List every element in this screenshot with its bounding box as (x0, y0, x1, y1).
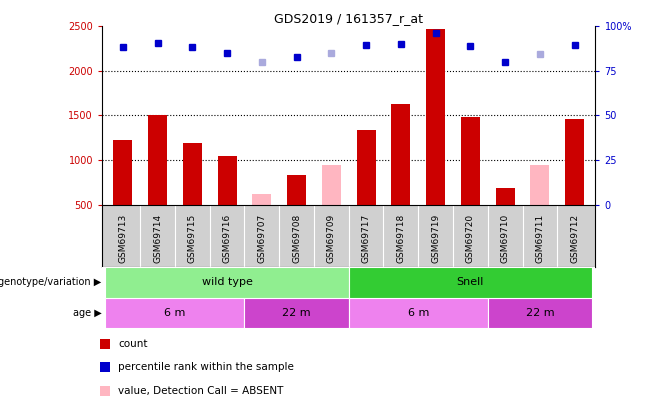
Text: GSM69715: GSM69715 (188, 214, 197, 263)
Text: GSM69712: GSM69712 (570, 214, 579, 263)
Text: GSM69718: GSM69718 (396, 214, 405, 263)
Text: GSM69717: GSM69717 (362, 214, 370, 263)
Bar (183, 143, 202, 205)
Bar (252, 194, 271, 205)
Bar (461, 117, 480, 205)
Bar (426, 29, 445, 205)
Text: 6 m: 6 m (407, 308, 429, 318)
Bar (530, 165, 549, 205)
Bar (322, 165, 341, 205)
Text: wild type: wild type (201, 277, 253, 288)
Text: GSM69709: GSM69709 (327, 214, 336, 263)
Text: genotype/variation ▶: genotype/variation ▶ (0, 277, 101, 288)
Bar (565, 119, 584, 205)
Bar (349, 298, 488, 328)
Text: GSM69707: GSM69707 (257, 214, 266, 263)
Text: age ▶: age ▶ (72, 308, 101, 318)
Text: 22 m: 22 m (282, 308, 311, 318)
Text: 22 m: 22 m (526, 308, 554, 318)
Bar (148, 115, 167, 205)
Text: GSM69710: GSM69710 (501, 214, 510, 263)
Text: count: count (118, 339, 148, 349)
Bar (218, 156, 237, 205)
Bar (495, 188, 515, 205)
Text: GSM69716: GSM69716 (222, 214, 232, 263)
Bar (357, 130, 376, 205)
Title: GDS2019 / 161357_r_at: GDS2019 / 161357_r_at (274, 12, 423, 25)
Text: GSM69708: GSM69708 (292, 214, 301, 263)
Text: GSM69711: GSM69711 (536, 214, 544, 263)
Text: Snell: Snell (457, 277, 484, 288)
Text: GSM69713: GSM69713 (118, 214, 128, 263)
Bar (105, 267, 349, 298)
Text: value, Detection Call = ABSENT: value, Detection Call = ABSENT (118, 386, 284, 396)
Text: GSM69720: GSM69720 (466, 214, 475, 263)
Bar (113, 141, 132, 205)
Text: GSM69719: GSM69719 (431, 214, 440, 263)
Bar (287, 175, 306, 205)
Text: GSM69714: GSM69714 (153, 214, 162, 263)
Bar (245, 298, 349, 328)
Bar (105, 298, 245, 328)
Bar (349, 267, 592, 298)
Bar (488, 298, 592, 328)
Text: percentile rank within the sample: percentile rank within the sample (118, 362, 294, 373)
Bar (392, 104, 411, 205)
Text: 6 m: 6 m (164, 308, 186, 318)
